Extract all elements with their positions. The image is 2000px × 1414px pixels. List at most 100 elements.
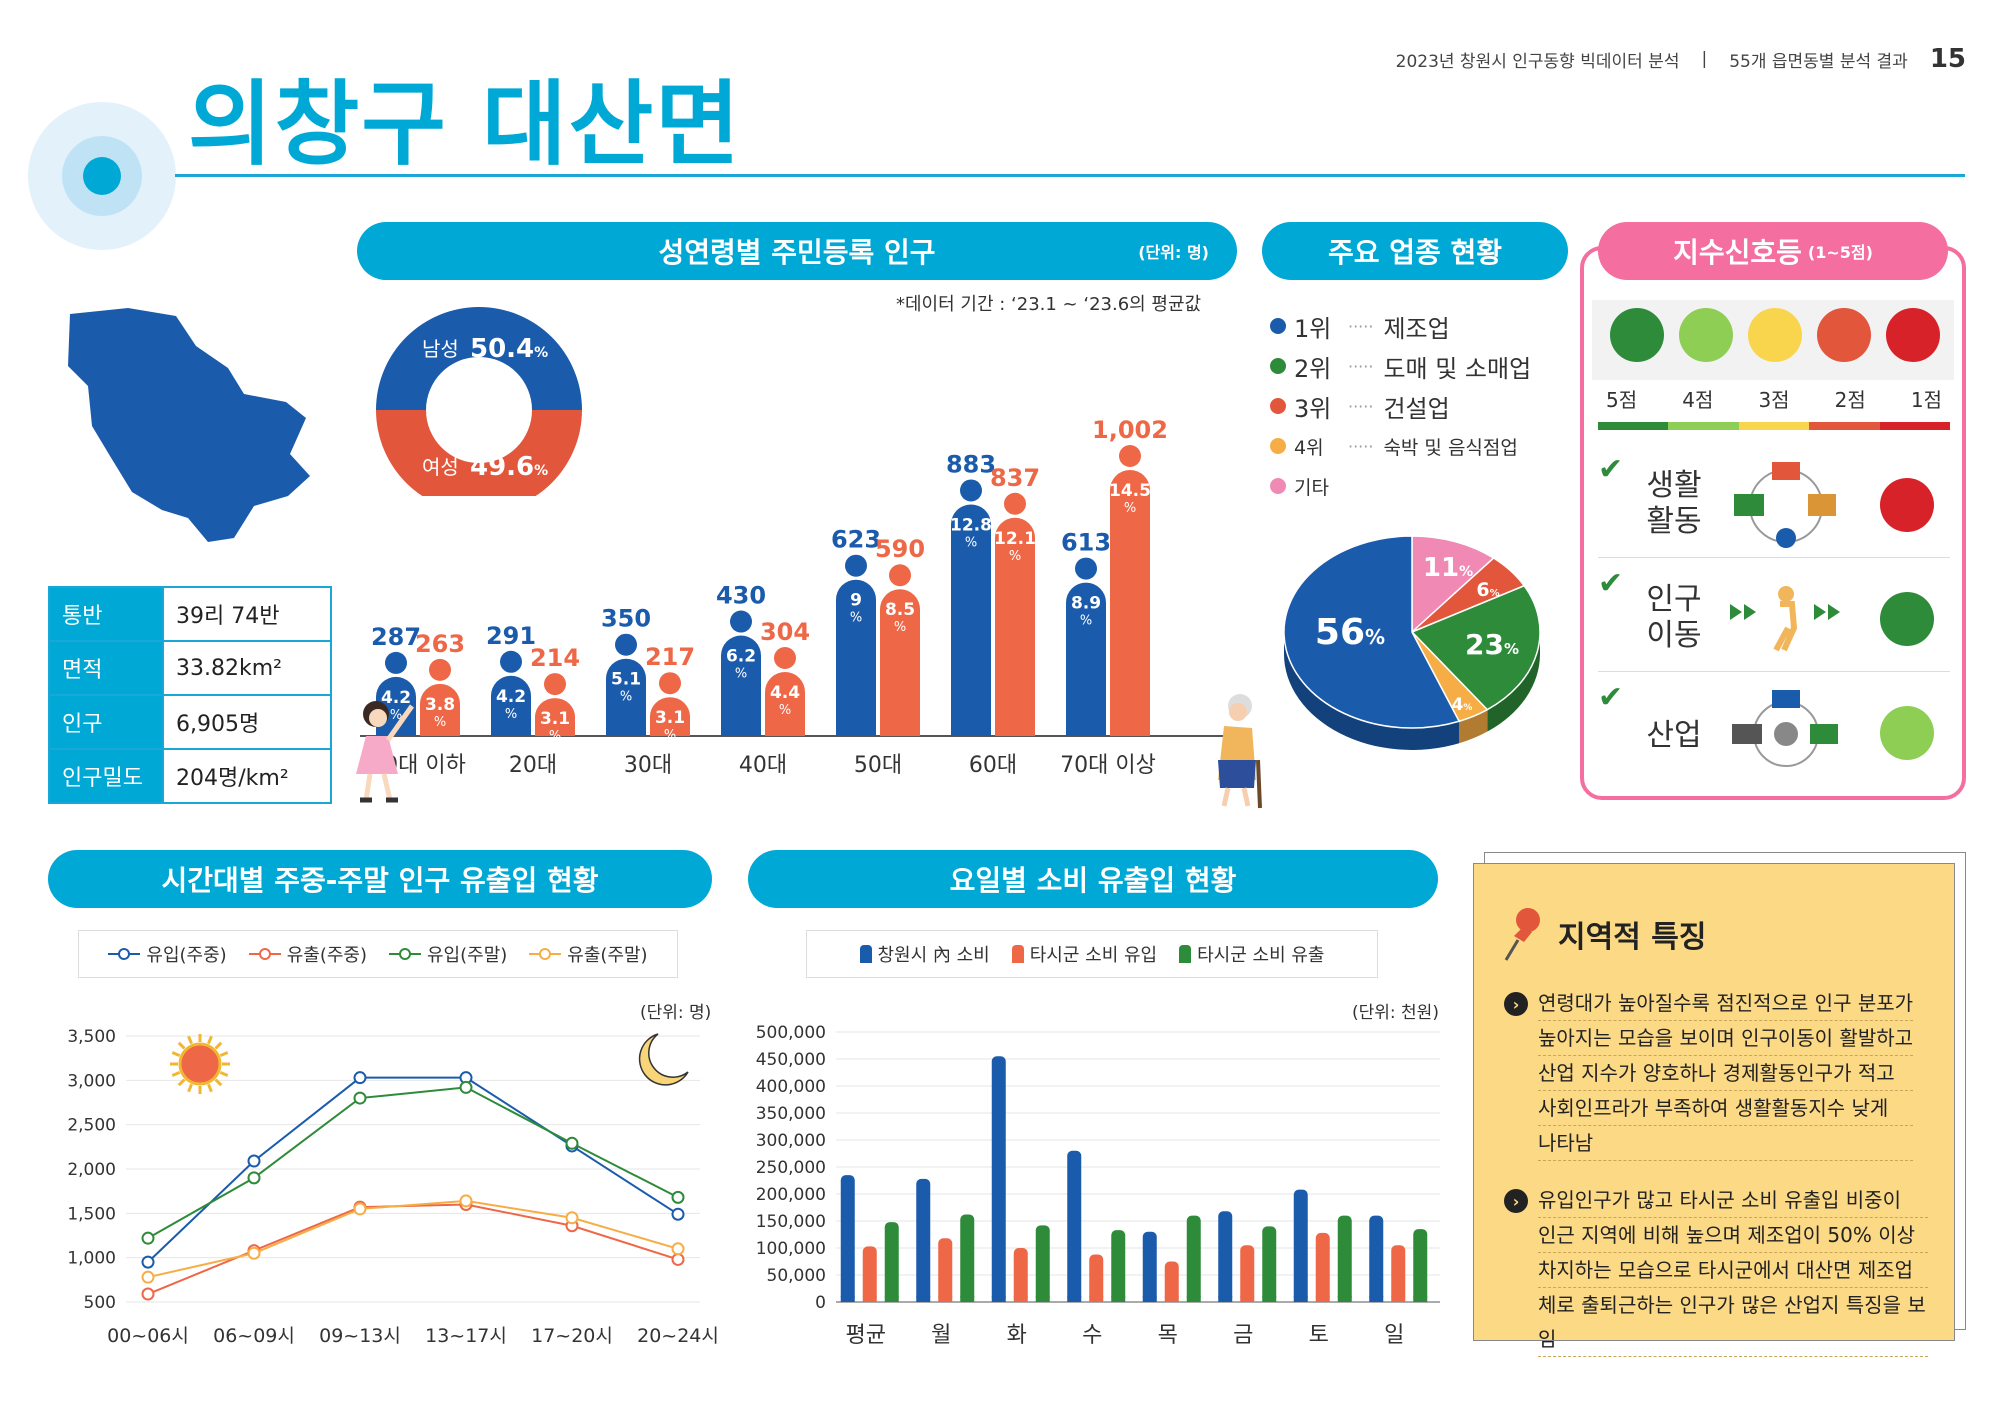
face-1-icon bbox=[1880, 478, 1934, 532]
pop-value-label: 623 bbox=[831, 526, 881, 554]
spend-bar-base bbox=[1391, 1296, 1406, 1302]
pop-value-label: 590 bbox=[875, 535, 925, 563]
pop-pct-label: 12.1 bbox=[994, 529, 1036, 549]
spend-bar bbox=[840, 1175, 855, 1302]
y-tick-label: 500 bbox=[84, 1293, 116, 1313]
pop-bar-head bbox=[845, 554, 867, 577]
pop-category-label: 40대 bbox=[739, 753, 787, 778]
pop-category-label: 50대 bbox=[854, 753, 902, 778]
rank-dots: ····· bbox=[1348, 356, 1374, 376]
y-tick-label: 500,000 bbox=[756, 1023, 826, 1043]
pop-pct-sign: % bbox=[434, 715, 446, 730]
legend-item: 유입(주중) bbox=[108, 941, 227, 967]
spend-bar-base bbox=[884, 1296, 899, 1302]
pop-bar bbox=[951, 504, 991, 736]
spend-bar bbox=[1013, 1248, 1028, 1302]
signal-title: 지수신호등 bbox=[1673, 236, 1802, 269]
score-label: 3점 bbox=[1758, 388, 1790, 412]
legend-item: 유출(주말) bbox=[529, 941, 648, 967]
pop-unit: (단위: 명) bbox=[1138, 243, 1209, 262]
rank-dot-icon bbox=[1270, 398, 1286, 414]
info-row: 면적 33.82km² bbox=[48, 640, 332, 696]
legend-item: 유입(주말) bbox=[389, 941, 507, 967]
spend-bar-base bbox=[1369, 1296, 1384, 1302]
spend-bar-base bbox=[1013, 1296, 1028, 1302]
check-icon: ✔ bbox=[1598, 680, 1624, 715]
industry-rank-3: 3위 ····· 건설업 bbox=[1270, 386, 1570, 426]
x-tick-label: 목 bbox=[1158, 1323, 1178, 1348]
pop-bar-base bbox=[420, 716, 460, 736]
y-tick-label: 400,000 bbox=[756, 1077, 826, 1097]
y-tick-label: 0 bbox=[815, 1293, 826, 1313]
industry-icon bbox=[1732, 690, 1838, 767]
section-name: 55개 읍면동별 분석 결과 bbox=[1729, 51, 1908, 72]
spend-bar-chart: 0 50,000 100,000 150,000 200,000 250,000 300,0… bbox=[756, 1023, 1440, 1348]
info-key: 인구밀도 bbox=[48, 748, 164, 804]
series-point bbox=[353, 1071, 367, 1085]
spend-bar bbox=[1035, 1225, 1050, 1302]
chevron-right-icon: › bbox=[1504, 992, 1528, 1016]
pie-slice bbox=[1410, 584, 1541, 711]
y-tick-label: 150,000 bbox=[756, 1212, 826, 1232]
pop-bar-base bbox=[1066, 716, 1106, 736]
life-activity-icon bbox=[1734, 462, 1836, 548]
spend-bar bbox=[1164, 1261, 1179, 1302]
pop-bar-head bbox=[774, 647, 796, 670]
series-point bbox=[141, 1231, 155, 1245]
pop-pct-sign: % bbox=[620, 690, 632, 705]
spend-bar-base bbox=[840, 1296, 855, 1302]
pop-pct-label: 6.2 bbox=[726, 647, 756, 667]
header-separator: | bbox=[1701, 49, 1708, 69]
face-1-icon bbox=[1886, 308, 1940, 362]
pop-value-label: 837 bbox=[990, 464, 1040, 492]
features-header: 지역적 특징 bbox=[1504, 906, 1954, 962]
region-map-icon bbox=[68, 308, 310, 542]
pop-value-label: 430 bbox=[716, 582, 766, 610]
pop-bar-base bbox=[951, 716, 991, 736]
pin-icon bbox=[1504, 908, 1540, 961]
pop-category-label: 30대 bbox=[624, 753, 672, 778]
pie-value-label: 56% bbox=[1315, 612, 1385, 653]
pop-bar-base bbox=[650, 716, 690, 736]
spend-bar-base bbox=[1089, 1296, 1104, 1302]
rank-label: 2위 bbox=[1294, 354, 1332, 383]
pop-pct-sign: % bbox=[1009, 549, 1021, 564]
y-tick-label: 2,000 bbox=[67, 1160, 116, 1180]
series-point bbox=[141, 1255, 155, 1269]
x-tick-label: 00~06시 bbox=[107, 1325, 189, 1347]
pop-bar-head bbox=[615, 633, 637, 656]
info-value: 204명/km² bbox=[162, 748, 332, 804]
info-key: 면적 bbox=[48, 640, 164, 696]
spend-bar-base bbox=[1262, 1296, 1277, 1302]
industry-rank-etc: 기타 bbox=[1270, 466, 1570, 506]
donut-male bbox=[376, 307, 582, 410]
x-tick-label: 수 bbox=[1082, 1323, 1102, 1348]
pop-category-label: 20대 bbox=[509, 753, 557, 778]
grandma-figure-icon bbox=[1218, 694, 1262, 809]
pop-value-label: 1,002 bbox=[1092, 416, 1168, 444]
pie-value-label: 23% bbox=[1465, 628, 1519, 661]
series-point bbox=[671, 1207, 685, 1221]
flow-unit: (단위: 명) bbox=[640, 1003, 712, 1023]
pop-bar-base bbox=[995, 716, 1035, 736]
header-deco-circle-core bbox=[83, 157, 121, 195]
pop-bar-head bbox=[1075, 557, 1097, 580]
page-number: 15 bbox=[1929, 44, 1966, 74]
pop-bar bbox=[995, 517, 1035, 736]
spend-bar-base bbox=[1337, 1296, 1352, 1302]
pop-pct-sign: % bbox=[1080, 614, 1092, 629]
pop-value-label: 350 bbox=[601, 605, 651, 633]
pop-pct-label: 4.4 bbox=[770, 683, 800, 703]
spend-bar bbox=[1067, 1150, 1082, 1302]
x-tick-label: 20~24시 bbox=[637, 1325, 719, 1347]
pop-bar-base bbox=[491, 716, 531, 736]
feature-bullet: › 유입인구가 많고 타시군 소비 유출입 비중이 인근 지역에 비해 높으며 제… bbox=[1504, 1183, 1928, 1357]
info-value: 39리 74반 bbox=[162, 586, 332, 642]
sun-icon bbox=[170, 1034, 230, 1094]
pop-pct-label: 3.8 bbox=[425, 695, 455, 715]
check-icon: ✔ bbox=[1598, 566, 1624, 601]
population-move-icon bbox=[1730, 586, 1840, 652]
rank-label: 4위 bbox=[1294, 436, 1324, 459]
y-tick-label: 50,000 bbox=[767, 1266, 826, 1286]
pop-pct-label: 14.5 bbox=[1109, 481, 1151, 501]
